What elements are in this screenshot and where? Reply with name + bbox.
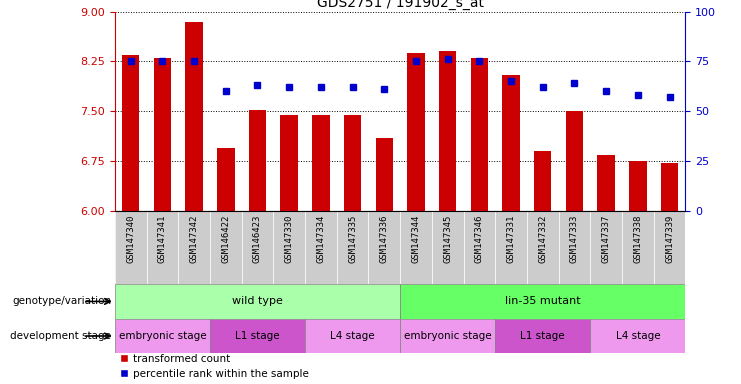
Legend: transformed count, percentile rank within the sample: transformed count, percentile rank withi… [120,354,308,379]
Bar [408,53,425,211]
Text: L4 stage: L4 stage [330,331,375,341]
Text: GSM147334: GSM147334 [316,215,325,263]
Bar [115,319,210,353]
Text: L1 stage: L1 stage [520,331,565,341]
Bar [153,58,171,211]
Bar [400,319,495,353]
Bar [210,319,305,353]
Bar [502,75,519,211]
Text: GSM147338: GSM147338 [634,215,642,263]
Text: GSM147340: GSM147340 [126,215,135,263]
Bar [464,211,495,284]
Bar [400,284,685,319]
Bar [122,55,139,211]
Bar [115,284,400,319]
Bar [368,211,400,284]
Bar [471,58,488,211]
Bar [179,211,210,284]
Bar [249,110,266,211]
Text: L1 stage: L1 stage [235,331,280,341]
Text: GSM147341: GSM147341 [158,215,167,263]
Bar [210,211,242,284]
Text: GSM147346: GSM147346 [475,215,484,263]
Text: GSM147337: GSM147337 [602,215,611,263]
Text: GSM147333: GSM147333 [570,215,579,263]
Bar [305,319,400,353]
Bar [439,51,456,211]
Bar [185,22,203,211]
Bar [305,211,336,284]
Bar [495,211,527,284]
Bar [566,111,583,211]
Text: GSM146423: GSM146423 [253,215,262,263]
Bar [273,211,305,284]
Text: genotype/variation: genotype/variation [12,296,111,306]
Text: GSM147345: GSM147345 [443,215,452,263]
Text: embryonic stage: embryonic stage [119,331,206,341]
Bar [629,161,647,211]
Text: L4 stage: L4 stage [616,331,660,341]
Text: GSM147342: GSM147342 [190,215,199,263]
Text: GSM147339: GSM147339 [665,215,674,263]
Text: GSM147332: GSM147332 [538,215,548,263]
Text: GSM147344: GSM147344 [411,215,420,263]
Bar [115,211,147,284]
Bar [312,115,330,211]
Bar [336,211,368,284]
Text: GSM147331: GSM147331 [507,215,516,263]
Bar [376,138,393,211]
Bar [527,211,559,284]
Text: lin-35 mutant: lin-35 mutant [505,296,581,306]
Bar [242,211,273,284]
Bar [495,319,591,353]
Text: wild type: wild type [232,296,283,306]
Bar [654,211,685,284]
Bar [534,151,551,211]
Bar [661,163,678,211]
Text: GSM147330: GSM147330 [285,215,293,263]
Text: GSM147336: GSM147336 [380,215,389,263]
Text: GSM147335: GSM147335 [348,215,357,263]
Bar [591,319,685,353]
Bar [432,211,464,284]
Bar [147,211,179,284]
Text: development stage: development stage [10,331,111,341]
Bar [217,148,234,211]
Bar [344,115,362,211]
Text: GSM146422: GSM146422 [222,215,230,263]
Bar [400,211,432,284]
Bar [597,155,615,211]
Bar [281,115,298,211]
Bar [622,211,654,284]
Bar [559,211,591,284]
Bar [591,211,622,284]
Text: embryonic stage: embryonic stage [404,331,491,341]
Title: GDS2751 / 191902_s_at: GDS2751 / 191902_s_at [316,0,484,10]
